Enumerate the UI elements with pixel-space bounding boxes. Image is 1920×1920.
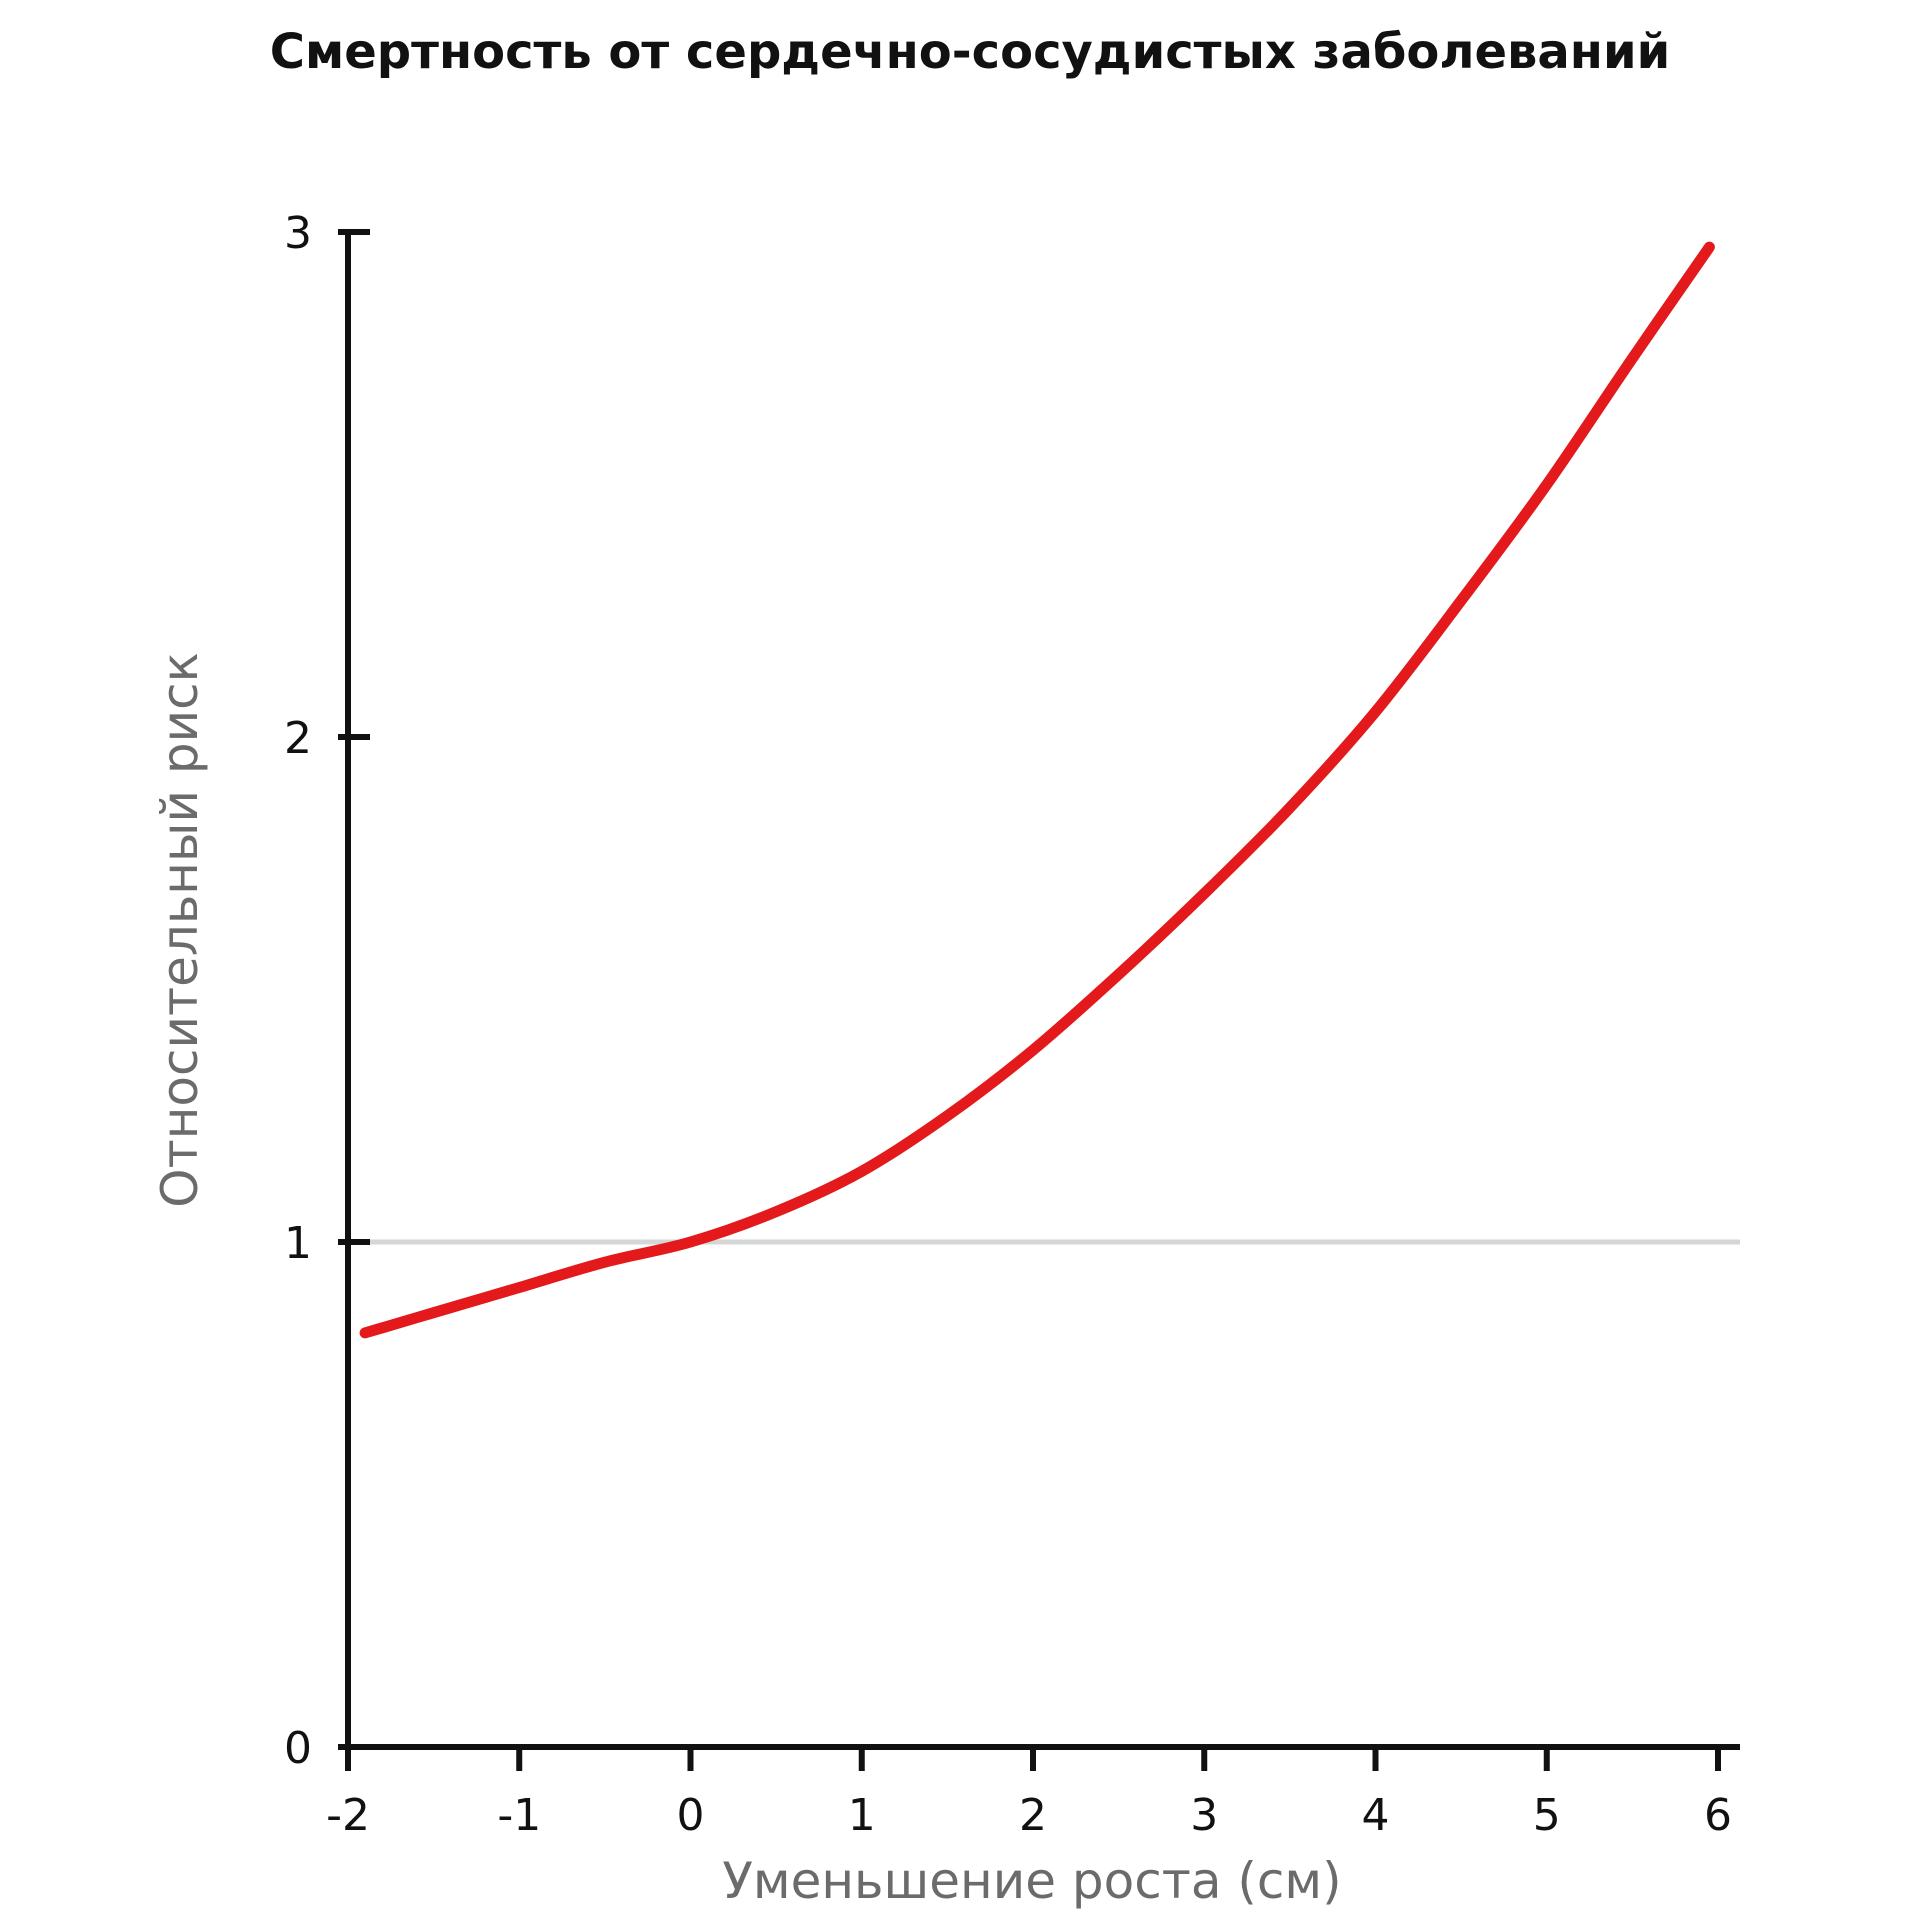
chart-title: Смертность от сердечно-сосудистых заболе…: [270, 24, 1670, 80]
x-tick-label: 1: [848, 1790, 876, 1841]
series-group: [359, 241, 1715, 1339]
x-tick-label: -2: [326, 1790, 370, 1841]
y-tick-label: 1: [284, 1218, 312, 1269]
x-tick-label: 0: [677, 1790, 705, 1841]
y-tick-label: 0: [284, 1723, 312, 1774]
x-tick-label: 4: [1362, 1790, 1390, 1841]
y-ticks: 0 1 2 3: [284, 208, 370, 1774]
x-tick-label: 6: [1704, 1790, 1732, 1841]
y-axis-title: Относительный риск: [151, 652, 209, 1208]
x-tick-label: 3: [1190, 1790, 1218, 1841]
x-tick-label: -1: [497, 1790, 541, 1841]
x-ticks: -2 -1 0 1 2 3 4 5 6: [326, 1747, 1732, 1841]
series-line: [359, 241, 1715, 1339]
axes: [345, 229, 1740, 1750]
x-tick-label: 5: [1533, 1790, 1561, 1841]
y-tick-label: 2: [284, 713, 312, 764]
x-tick-label: 2: [1019, 1790, 1047, 1841]
y-tick-label: 3: [284, 208, 312, 259]
x-axis-title: Уменьшение роста (см): [722, 1852, 1341, 1910]
